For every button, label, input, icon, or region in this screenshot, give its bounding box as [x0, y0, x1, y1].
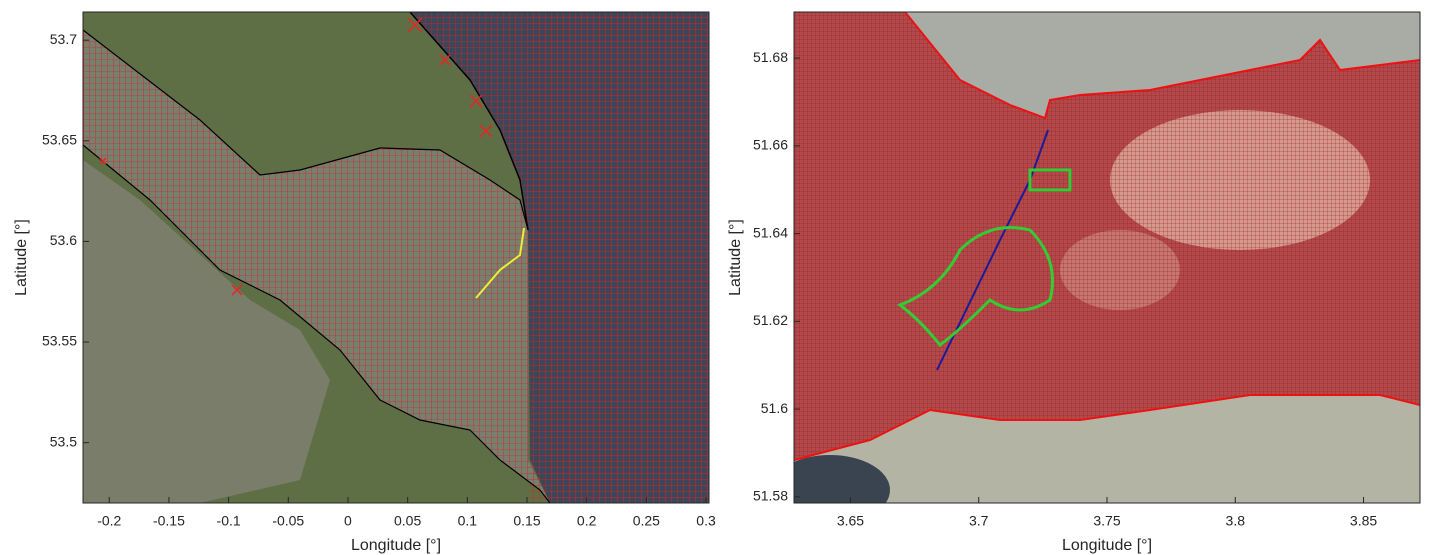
y-tick-label: 53.65 [42, 131, 77, 147]
x-axis-label: Longitude [°] [1062, 537, 1152, 554]
x-tick-label: 3.65 [837, 513, 864, 529]
y-tick-label: 51.58 [753, 488, 788, 504]
x-tick-label: 0.3 [696, 513, 716, 529]
x-tick-label: -0.15 [153, 513, 185, 529]
x-tick-label: 0.15 [513, 513, 540, 529]
x-tick-label: 0 [344, 513, 352, 529]
y-tick-label: 51.64 [753, 224, 788, 240]
x-tick-label: -0.2 [97, 513, 121, 529]
x-tick-label: 3.75 [1093, 513, 1120, 529]
y-tick-label: 53.55 [42, 333, 77, 349]
y-tick-label: 51.66 [753, 137, 788, 153]
y-axis-label: Latitude [°] [727, 219, 744, 296]
x-tick-label: 0.05 [394, 513, 421, 529]
y-tick-label: 51.62 [753, 312, 788, 328]
x-tick-label: 0.25 [633, 513, 660, 529]
right-map-image [770, 12, 1420, 525]
y-tick-label: 53.5 [50, 433, 77, 449]
y-axis-label: Latitude [°] [13, 219, 30, 296]
x-tick-label: -0.05 [272, 513, 304, 529]
left-map-image [83, 12, 709, 503]
x-tick-label: 3.85 [1350, 513, 1377, 529]
y-tick-label: 53.6 [50, 232, 77, 248]
x-tick-label: 0.2 [577, 513, 597, 529]
x-tick-label: 3.8 [1226, 513, 1246, 529]
x-tick-label: 3.7 [969, 513, 989, 529]
y-tick-label: 51.6 [761, 400, 788, 416]
x-axis-label: Longitude [°] [351, 537, 441, 554]
figure: -0.2 -0.15 -0.1 -0.05 0 0.05 0.1 0.15 0.2 0.25 0.3… [0, 0, 1429, 555]
y-tick-label: 53.7 [50, 31, 77, 47]
x-tick-label: 0.1 [458, 513, 478, 529]
y-tick-label: 51.68 [753, 49, 788, 65]
x-tick-label: -0.1 [217, 513, 241, 529]
